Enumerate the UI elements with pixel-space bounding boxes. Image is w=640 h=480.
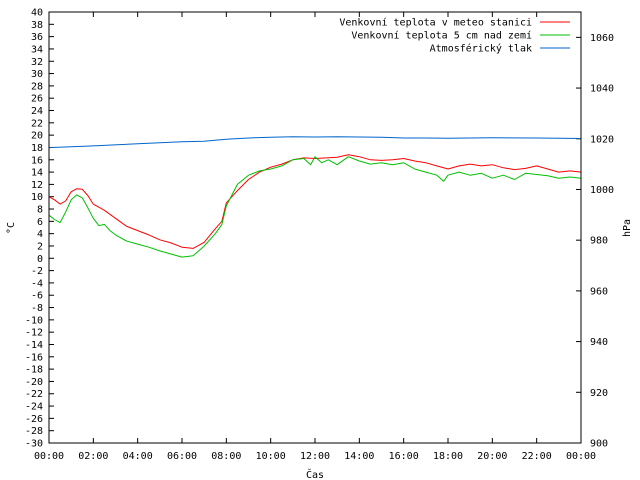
y-tick-label: 4 bbox=[37, 229, 43, 240]
axes: 00:00 02:00 04:00 06:00 08:00 10:00 12:00 14:00… bbox=[25, 8, 614, 463]
y2-tick-label: 900 bbox=[590, 439, 608, 450]
x-tick-label: 10:00 bbox=[256, 451, 286, 462]
y2-axis-label: hPa bbox=[622, 219, 633, 237]
series-lines bbox=[48, 136, 582, 258]
plot-frame bbox=[48, 11, 582, 444]
y2-tick-label: 1040 bbox=[590, 84, 614, 95]
y-tick-label: 0 bbox=[37, 254, 43, 265]
y-tick-label: -20 bbox=[25, 377, 43, 388]
x-tick-label: 00:00 bbox=[566, 451, 596, 462]
y-tick-label: 10 bbox=[31, 192, 43, 203]
y-tick-label: 32 bbox=[31, 57, 43, 68]
legend-label-1: Venkovní teplota v meteo stanici bbox=[339, 17, 532, 29]
y-tick-label: -28 bbox=[25, 426, 43, 437]
y-tick-label: -22 bbox=[25, 389, 43, 400]
x-tick-label: 06:00 bbox=[167, 451, 197, 462]
y-tick-label: -12 bbox=[25, 328, 43, 339]
series-line-3 bbox=[48, 136, 582, 149]
y-tick-label: 38 bbox=[31, 20, 43, 31]
y-tick-label: -24 bbox=[25, 402, 43, 413]
y-tick-label: 34 bbox=[31, 44, 43, 55]
y-tick-label: 24 bbox=[31, 106, 43, 117]
y-tick-label: 16 bbox=[31, 155, 43, 166]
y-tick-label: 12 bbox=[31, 180, 43, 191]
series-line-2 bbox=[48, 156, 582, 258]
y-tick-label: -14 bbox=[25, 340, 43, 351]
y-tick-label: -16 bbox=[25, 352, 43, 363]
legend-label-3: Atmosférický tlak bbox=[430, 43, 532, 55]
x-tick-label: 04:00 bbox=[123, 451, 153, 462]
y-tick-label: 30 bbox=[31, 69, 43, 80]
y2-tick-label: 940 bbox=[590, 337, 608, 348]
y-tick-label: 22 bbox=[31, 118, 43, 129]
y-tick-label: -8 bbox=[31, 303, 43, 314]
legend: Venkovní teplota v meteo staniciVenkovní… bbox=[339, 17, 570, 55]
y-tick-label: 8 bbox=[37, 205, 43, 216]
y2-tick-label: 980 bbox=[590, 236, 608, 247]
x-axis-label: Čas bbox=[306, 468, 324, 480]
y-tick-label: -30 bbox=[25, 439, 43, 450]
y2-tick-label: 920 bbox=[590, 388, 608, 399]
x-tick-label: 16:00 bbox=[389, 451, 419, 462]
y-tick-label: -4 bbox=[31, 278, 43, 289]
y-tick-label: 2 bbox=[37, 241, 43, 252]
y-tick-label: 6 bbox=[37, 217, 43, 228]
x-tick-label: 12:00 bbox=[300, 451, 330, 462]
legend-label-2: Venkovní teplota 5 cm nad zemí bbox=[351, 30, 532, 42]
y-tick-label: -2 bbox=[31, 266, 43, 277]
y-axis-label: °C bbox=[6, 222, 17, 234]
x-tick-label: 00:00 bbox=[34, 451, 64, 462]
y-tick-label: 40 bbox=[31, 8, 43, 19]
y-tick-label: -26 bbox=[25, 414, 43, 425]
y-tick-label: -6 bbox=[31, 291, 43, 302]
y-tick-label: -18 bbox=[25, 365, 43, 376]
x-tick-label: 20:00 bbox=[477, 451, 507, 462]
x-tick-label: 18:00 bbox=[433, 451, 463, 462]
y-tick-label: 26 bbox=[31, 94, 43, 105]
y-tick-label: -10 bbox=[25, 315, 43, 326]
y-tick-label: 20 bbox=[31, 131, 43, 142]
y-tick-label: 14 bbox=[31, 168, 43, 179]
series-line-1 bbox=[48, 154, 582, 249]
x-tick-label: 08:00 bbox=[211, 451, 241, 462]
y-tick-label: 36 bbox=[31, 32, 43, 43]
x-tick-label: 22:00 bbox=[522, 451, 552, 462]
y-tick-label: 28 bbox=[31, 81, 43, 92]
x-tick-label: 14:00 bbox=[344, 451, 374, 462]
y-tick-label: 18 bbox=[31, 143, 43, 154]
y2-tick-label: 1000 bbox=[590, 185, 614, 196]
y2-tick-label: 1060 bbox=[590, 33, 614, 44]
y2-tick-label: 960 bbox=[590, 286, 608, 297]
y2-tick-label: 1020 bbox=[590, 134, 614, 145]
x-tick-label: 02:00 bbox=[78, 451, 108, 462]
